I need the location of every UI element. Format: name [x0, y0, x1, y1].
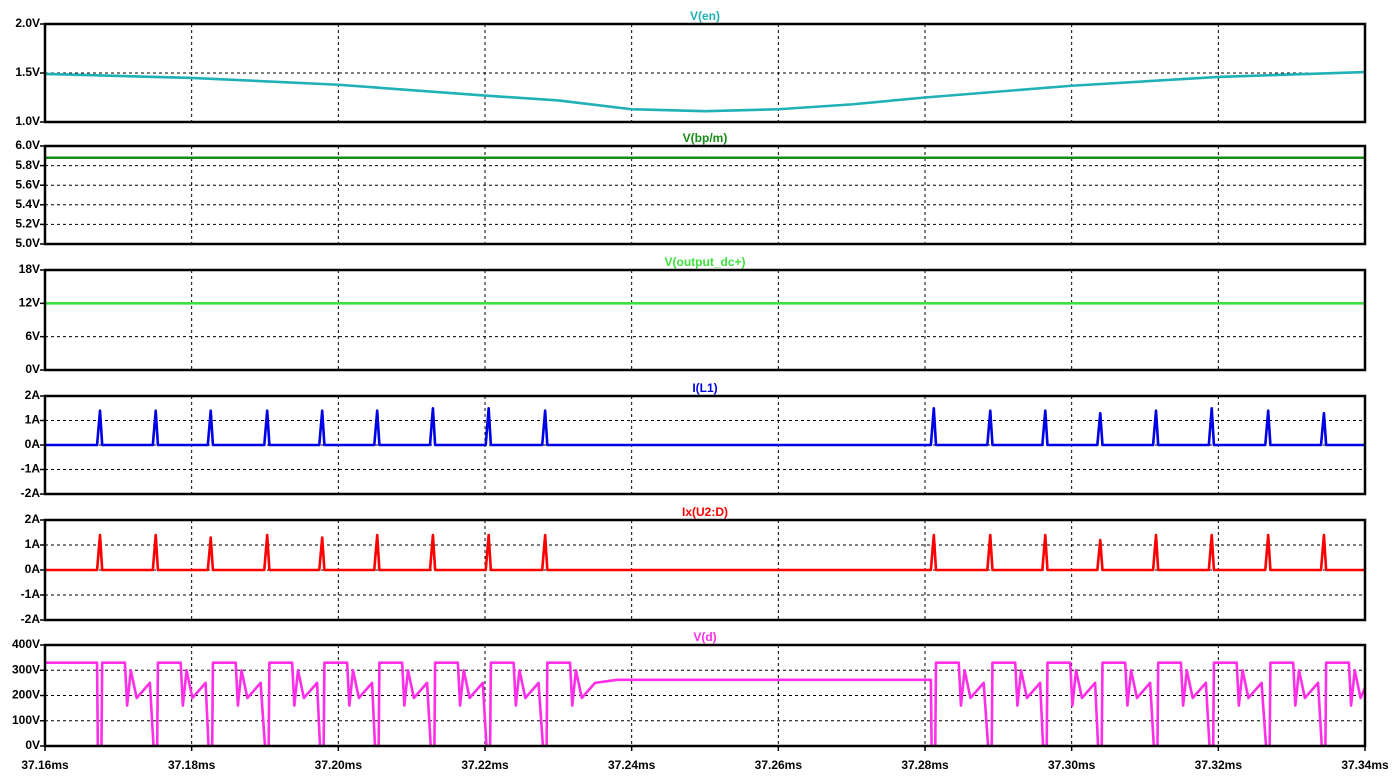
y-tick-label: -2A — [21, 612, 41, 626]
y-tick-label: 100V — [12, 713, 40, 727]
trace-title: I(L1) — [692, 381, 717, 395]
pane: V(output_dc+) 0V 6V 12V 18V — [19, 255, 1367, 376]
pane: V(d) 0V 100V 200V 300V 400V 37.16ms 37.18ms 37.2… — [12, 630, 1389, 772]
y-tick-label: 5.6V — [15, 177, 40, 191]
pane-frame — [43, 22, 1367, 124]
y-tick-label: 300V — [12, 662, 40, 676]
y-tick-label: 5.0V — [15, 236, 40, 250]
y-tick-label: 0A — [25, 437, 41, 451]
trace-title: V(d) — [693, 630, 716, 644]
pane-frame — [43, 268, 1367, 372]
pane-frame — [43, 144, 1367, 246]
y-tick-label: 2A — [25, 388, 41, 402]
trace — [45, 406, 1365, 447]
pane: I(L1) -2A -1A 0A 1A 2A — [21, 381, 1367, 500]
x-tick-label: 37.16ms — [21, 758, 69, 772]
y-tick-label: 12V — [19, 296, 40, 310]
y-tick-label: 0V — [25, 362, 40, 376]
y-tick-label: 2A — [25, 512, 41, 526]
y-tick-label: -1A — [21, 587, 41, 601]
x-tick-label: 37.24ms — [608, 758, 656, 772]
y-tick-label: 0V — [25, 738, 40, 752]
x-tick-label: 37.34ms — [1341, 758, 1389, 772]
y-tick-label: 400V — [12, 637, 40, 651]
y-tick-label: 0A — [25, 562, 41, 576]
trace-group — [45, 70, 1365, 113]
y-tick-label: 200V — [12, 688, 40, 702]
trace-title: V(en) — [690, 9, 720, 23]
y-tick-label: 18V — [19, 262, 40, 276]
pane: V(en) 1.0V 1.5V 2.0V — [15, 9, 1367, 128]
x-tick-label: 37.30ms — [1048, 758, 1096, 772]
y-tick-label: 6.0V — [15, 138, 40, 152]
x-tick-label: 37.22ms — [461, 758, 509, 772]
trace — [45, 533, 1365, 572]
trace-title: Ix(U2:D) — [682, 505, 728, 519]
x-tick-label: 37.20ms — [315, 758, 363, 772]
y-tick-label: 1A — [25, 413, 41, 427]
x-tick-label: 37.18ms — [168, 758, 216, 772]
y-tick-label: 1.5V — [15, 65, 40, 79]
trace-group — [45, 533, 1365, 572]
y-tick-label: 5.8V — [15, 158, 40, 172]
pane-frame — [43, 518, 1367, 622]
y-tick-label: 1A — [25, 537, 41, 551]
y-tick-label: 5.2V — [15, 217, 40, 231]
y-tick-label: -2A — [21, 486, 41, 500]
pane: V(bp/m) 5.0V 5.2V 5.4V 5.6V 5.8V 6.0V — [15, 131, 1367, 250]
trace-group — [45, 406, 1365, 447]
y-tick-label: 5.4V — [15, 197, 40, 211]
y-tick-label: -1A — [21, 462, 41, 476]
x-tick-label: 37.28ms — [901, 758, 949, 772]
pane-frame — [43, 394, 1367, 496]
x-tick-label: 37.32ms — [1195, 758, 1243, 772]
y-tick-label: 1.0V — [15, 114, 40, 128]
trace — [45, 70, 1365, 113]
y-tick-label: 2.0V — [15, 16, 40, 30]
pane: Ix(U2:D) -2A -1A 0A 1A 2A — [21, 505, 1367, 626]
trace-title: V(bp/m) — [683, 131, 728, 145]
trace — [45, 661, 1365, 746]
x-tick-label: 37.26ms — [755, 758, 803, 772]
y-tick-label: 6V — [25, 329, 40, 343]
trace-group — [45, 661, 1365, 746]
pane-frame — [43, 643, 1367, 748]
trace-title: V(output_dc+) — [665, 255, 746, 269]
